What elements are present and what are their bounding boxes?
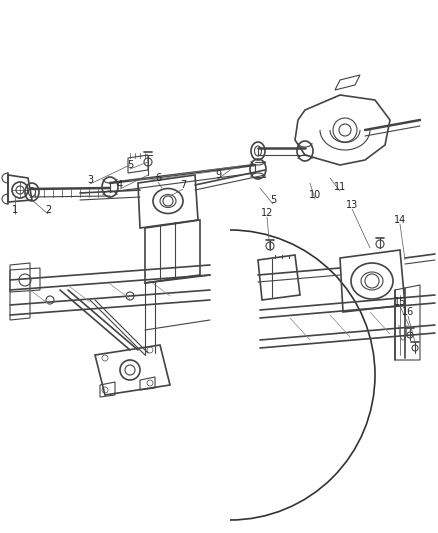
Text: 12: 12 <box>261 208 273 218</box>
Text: 3: 3 <box>87 175 93 185</box>
Text: 1: 1 <box>12 205 18 215</box>
Text: 15: 15 <box>394 297 406 307</box>
Text: 9: 9 <box>215 170 221 180</box>
Text: 6: 6 <box>155 173 161 183</box>
Text: 16: 16 <box>402 307 414 317</box>
Text: 10: 10 <box>309 190 321 200</box>
Text: 4: 4 <box>117 180 123 190</box>
Text: 5: 5 <box>127 160 133 170</box>
Text: 11: 11 <box>334 182 346 192</box>
Text: 7: 7 <box>180 180 186 190</box>
Text: 5: 5 <box>270 195 276 205</box>
Text: 14: 14 <box>394 215 406 225</box>
Text: 2: 2 <box>45 205 51 215</box>
Text: 13: 13 <box>346 200 358 210</box>
